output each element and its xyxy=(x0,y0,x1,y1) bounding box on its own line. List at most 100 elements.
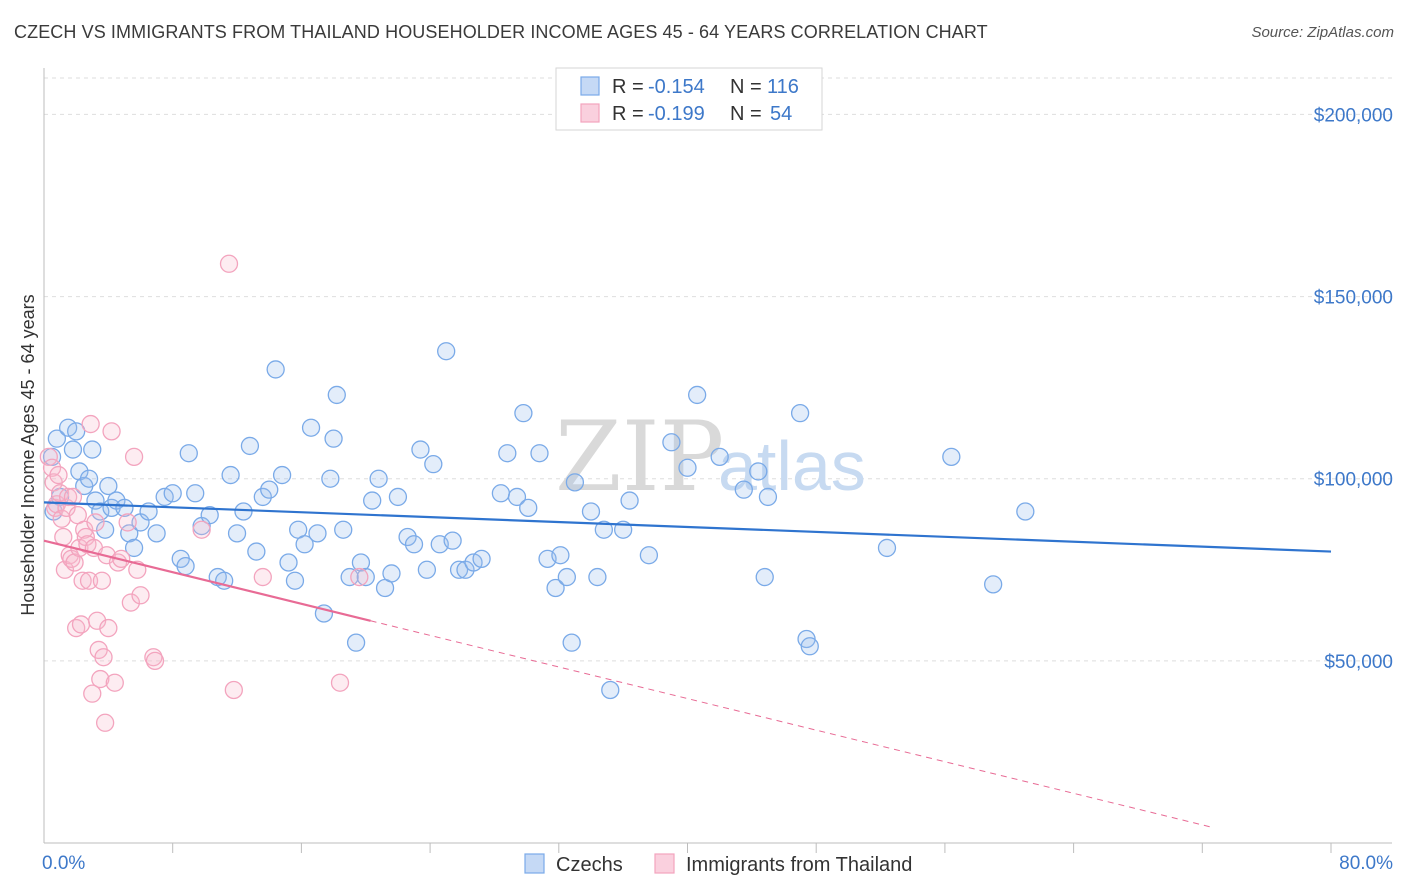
data-point xyxy=(91,669,110,689)
data-point xyxy=(79,571,99,590)
stats-thai-swatch xyxy=(580,103,600,123)
data-point xyxy=(179,444,198,463)
y-axis-label: Householder Income Ages 45 - 64 years xyxy=(18,294,38,615)
data-point xyxy=(443,531,462,550)
data-point xyxy=(350,567,369,587)
data-point xyxy=(308,524,327,543)
data-point xyxy=(790,403,810,423)
stats-czech-n: 116 xyxy=(767,76,799,98)
stats-thai-r-label: R = xyxy=(612,103,644,125)
legend-czech-swatch xyxy=(524,853,545,874)
data-point xyxy=(594,520,613,539)
data-point xyxy=(334,520,353,539)
data-point xyxy=(63,440,83,459)
data-point xyxy=(124,447,144,467)
data-point xyxy=(260,480,279,499)
trend-line-solid xyxy=(43,501,1332,553)
data-point xyxy=(710,447,729,467)
trend-line-solid xyxy=(43,539,371,622)
data-point xyxy=(734,480,753,499)
data-point xyxy=(47,429,67,448)
data-point xyxy=(351,553,371,572)
trend-lines xyxy=(43,501,1332,828)
data-point xyxy=(94,648,113,667)
data-point xyxy=(83,440,102,459)
data-point xyxy=(363,491,382,510)
data-point xyxy=(192,520,211,539)
series-czechs-points xyxy=(42,342,1035,700)
data-point xyxy=(588,567,607,587)
data-point xyxy=(200,505,219,525)
data-point xyxy=(67,422,86,441)
data-point xyxy=(145,651,165,671)
data-point xyxy=(95,713,115,732)
data-point xyxy=(472,549,491,569)
data-point xyxy=(87,611,107,630)
data-point xyxy=(340,567,359,587)
data-point xyxy=(519,498,538,518)
data-point xyxy=(79,469,99,488)
data-point xyxy=(272,465,292,485)
data-point xyxy=(118,513,137,532)
data-point xyxy=(639,546,659,565)
legend-czech-label: Czechs xyxy=(556,854,623,876)
data-point xyxy=(327,385,346,405)
data-point xyxy=(301,418,321,437)
chart-title: CZECH VS IMMIGRANTS FROM THAILAND HOUSEH… xyxy=(14,22,988,42)
data-point xyxy=(295,535,314,554)
data-point xyxy=(369,469,388,488)
y-tick-labels: $50,000 $100,000 $150,000 $200,000 xyxy=(1314,105,1393,672)
y-tick-label: $50,000 xyxy=(1324,652,1393,673)
data-point xyxy=(39,447,58,467)
data-point xyxy=(321,469,340,488)
data-point xyxy=(71,615,91,634)
source-label: Source: ZipAtlas.com xyxy=(1251,24,1394,41)
stats-legend: R = -0.154 N = 116 R = -0.199 N = 54 xyxy=(555,67,823,131)
data-point xyxy=(253,487,272,507)
stats-czech-r-label: R = xyxy=(612,76,644,98)
data-point xyxy=(800,637,819,656)
data-point xyxy=(498,444,517,463)
stats-czech-n-label: N = xyxy=(730,76,762,98)
data-point xyxy=(411,440,430,459)
data-point xyxy=(755,567,774,587)
data-point xyxy=(758,487,778,507)
data-point xyxy=(507,487,527,507)
data-point xyxy=(1016,502,1035,521)
y-tick-label: $200,000 xyxy=(1314,105,1393,126)
watermark-atlas: atlas xyxy=(718,427,866,505)
gridlines xyxy=(44,77,1392,662)
data-point xyxy=(877,538,897,558)
data-point xyxy=(224,680,243,700)
data-point xyxy=(530,444,549,463)
data-point xyxy=(86,513,105,532)
x-tick-label: 80.0% xyxy=(1339,853,1393,874)
data-point xyxy=(58,487,78,507)
data-point xyxy=(99,618,118,638)
data-point xyxy=(551,546,570,565)
data-point xyxy=(65,553,84,572)
data-point xyxy=(546,578,565,598)
data-point xyxy=(437,342,456,361)
stats-thai-n: 54 xyxy=(770,103,792,125)
data-point xyxy=(70,462,89,481)
data-point xyxy=(75,520,94,539)
data-point xyxy=(63,487,83,507)
data-point xyxy=(83,684,102,703)
data-point xyxy=(557,567,576,587)
data-point xyxy=(942,447,961,467)
data-point xyxy=(115,498,134,518)
data-point xyxy=(91,502,110,521)
legend-thai-swatch xyxy=(654,853,675,874)
data-point xyxy=(601,680,620,700)
data-point xyxy=(131,586,150,605)
data-point xyxy=(121,593,141,612)
data-point xyxy=(73,571,92,590)
y-tick-label: $100,000 xyxy=(1314,470,1393,491)
data-point xyxy=(346,633,366,652)
data-point xyxy=(105,673,124,692)
data-point xyxy=(662,433,681,452)
data-point xyxy=(219,254,239,273)
data-point xyxy=(147,524,166,543)
